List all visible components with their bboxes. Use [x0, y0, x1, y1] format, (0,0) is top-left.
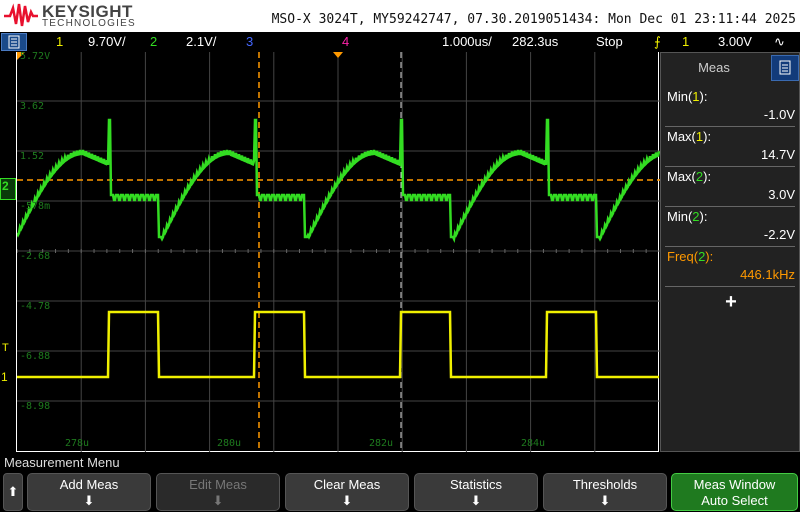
arrow-down-icon: ⬇: [83, 493, 95, 508]
ch1-ground-marker[interactable]: 1: [1, 370, 8, 384]
trigger-edge-icon: ⨍: [654, 34, 661, 49]
meas-tab[interactable]: Meas: [698, 60, 730, 75]
meas-label: Max(2):: [667, 169, 712, 184]
brand-sub: TECHNOLOGIES: [42, 18, 136, 29]
softkey-clear-meas[interactable]: Clear Meas ⬇: [285, 473, 409, 511]
trigger-position-marker: [333, 52, 343, 58]
arrow-down-icon: ⬇: [599, 493, 611, 508]
meas-window-label: Meas Window: [693, 477, 776, 492]
back-button[interactable]: ⬆: [3, 473, 23, 511]
menu-icon: [779, 60, 791, 75]
y-axis-label: 3.62: [20, 101, 45, 112]
meas-label: Min(2):: [667, 209, 708, 224]
softkey-edit-meas[interactable]: Edit Meas ⬇: [156, 473, 280, 511]
corner-marker: [17, 52, 25, 60]
header: KEYSIGHT TECHNOLOGIES MSO-X 3024T, MY592…: [0, 0, 800, 32]
measurement-row[interactable]: Freq(2): 446.1kHz: [665, 247, 795, 287]
meas-label: Min(1):: [667, 89, 708, 104]
meas-value: 14.7V: [761, 147, 795, 162]
meas-label: Freq(2):: [667, 249, 714, 264]
keysight-logo: [4, 3, 38, 27]
measurement-row[interactable]: Min(1): -1.0V: [665, 87, 795, 127]
softkey-label: Thresholds: [572, 477, 638, 492]
y-axis-label: -6.88: [20, 351, 51, 362]
meas-value: -2.2V: [763, 227, 795, 242]
waveform-display[interactable]: 5.72V 3.62 1.52 -578m -2.68 -4.78 -6.88 -8.98 27…: [16, 51, 703, 452]
menu-title: Measurement Menu: [4, 455, 120, 470]
trigger-source[interactable]: 1: [682, 34, 690, 49]
arrow-down-icon: ⬇: [341, 493, 353, 508]
timebase[interactable]: 1.000us/: [442, 34, 492, 49]
ch1-scale[interactable]: 9.70V/: [88, 34, 126, 49]
brand: KEYSIGHT: [42, 2, 133, 21]
add-measurement-button[interactable]: +: [725, 291, 737, 313]
x-axis-label: 282u: [369, 438, 394, 449]
y-axis-label: -2.68: [20, 251, 51, 262]
arrow-down-icon: ⬇: [212, 493, 224, 508]
y-axis-label: 5.72V: [20, 51, 51, 62]
arrow-down-icon: ⬇: [470, 493, 482, 508]
ch2-label[interactable]: 2: [150, 34, 158, 49]
measurement-row[interactable]: Min(2): -2.2V: [665, 207, 795, 247]
y-axis-label: -578m: [20, 201, 51, 212]
x-axis-label: 284u: [521, 438, 546, 449]
y-axis-label: -8.98: [20, 401, 51, 412]
meas-window-value: Auto Select: [701, 493, 768, 508]
meas-value: -1.0V: [763, 107, 795, 122]
softkey-label: Statistics: [449, 477, 502, 492]
measurement-panel: Meas Min(1): -1.0V Max(1): 14.7V Max(2): 3.0V…: [660, 52, 800, 452]
softkey-label: Add Meas: [59, 477, 119, 492]
run-state[interactable]: Stop: [596, 34, 623, 49]
trigger-level-marker[interactable]: T: [2, 342, 9, 354]
meas-menu-button[interactable]: [771, 55, 799, 81]
trigger-level[interactable]: 3.00V: [718, 34, 752, 49]
measurement-row[interactable]: Max(2): 3.0V: [665, 167, 795, 207]
y-axis-label: 1.52: [20, 151, 45, 162]
meas-window-softkey[interactable]: Meas Window Auto Select: [671, 473, 798, 511]
softkey-add-meas[interactable]: Add Meas ⬇: [27, 473, 151, 511]
ch4-label[interactable]: 4: [342, 34, 350, 49]
softkey-statistics[interactable]: Statistics ⬇: [414, 473, 538, 511]
trigger-mode-icon[interactable]: ∿: [774, 34, 785, 49]
ch2-trace: [17, 118, 660, 243]
x-axis-label: 278u: [65, 438, 90, 449]
measurement-row[interactable]: Max(1): 14.7V: [665, 127, 795, 167]
delay[interactable]: 282.3us: [512, 34, 559, 49]
x-axis-label: 280u: [217, 438, 242, 449]
instrument-ident: MSO-X 3024T, MY59242747, 07.30.201905143…: [271, 12, 796, 27]
ch3-label[interactable]: 3: [246, 34, 254, 49]
meas-value: 446.1kHz: [740, 267, 795, 282]
ch2-ground-marker[interactable]: 2: [0, 178, 16, 200]
meas-label: Max(1):: [667, 129, 712, 144]
ch1-label[interactable]: 1: [56, 34, 64, 49]
y-axis-label: -4.78: [20, 301, 51, 312]
softkey-thresholds[interactable]: Thresholds ⬇: [543, 473, 667, 511]
ch2-scale[interactable]: 2.1V/: [186, 34, 217, 49]
ch1-trace: [17, 310, 659, 379]
meas-value: 3.0V: [768, 187, 795, 202]
menu-icon: [8, 35, 20, 49]
status-bar: 1 9.70V/ 2 2.1V/ 3 4 1.000us/ 282.3us St…: [0, 32, 800, 52]
softkey-label: Edit Meas: [189, 477, 247, 492]
softkey-label: Clear Meas: [313, 477, 381, 492]
main-menu-button[interactable]: [1, 33, 27, 51]
